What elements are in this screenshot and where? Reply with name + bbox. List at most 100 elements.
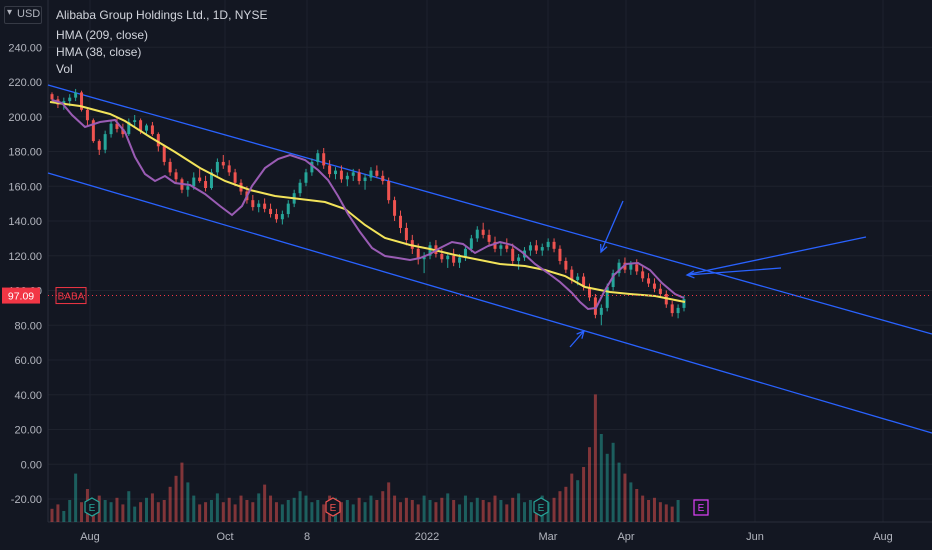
channel-lower-line: [47, 172, 932, 434]
y-tick-label: 120.00: [8, 251, 42, 263]
arrow-current: [685, 267, 782, 279]
volume-bar: [145, 497, 149, 522]
earnings-marker[interactable]: E: [693, 499, 709, 516]
candle-body: [103, 134, 107, 150]
candle-body: [322, 153, 326, 166]
volume-bar: [576, 480, 580, 522]
volume-bar: [493, 495, 497, 522]
candle: [528, 241, 532, 256]
volume-bar: [357, 497, 361, 522]
volume-bar: [647, 500, 651, 522]
volume-bar: [174, 475, 178, 522]
candle-body: [534, 245, 538, 251]
candle: [227, 160, 231, 176]
volume-bar: [156, 502, 160, 522]
volume-bar: [487, 502, 491, 522]
volume-bar: [552, 497, 556, 522]
volume-bar: [381, 491, 385, 522]
volume-bar: [50, 508, 54, 522]
candle-body: [398, 215, 402, 228]
candle: [499, 241, 503, 256]
candle: [611, 269, 615, 291]
candle: [617, 259, 621, 277]
candle: [103, 130, 107, 154]
candle: [328, 160, 332, 178]
volume-bar: [245, 500, 249, 522]
candle-body: [587, 287, 591, 298]
currency-box: [4, 6, 42, 24]
volume-bar: [292, 497, 296, 522]
volume-bar: [351, 504, 355, 522]
candle: [670, 300, 674, 317]
earnings-badge: [533, 497, 549, 517]
volume-bar: [257, 493, 261, 522]
candle: [381, 170, 385, 185]
candle: [50, 92, 54, 103]
candle-body: [381, 175, 385, 182]
volume-bar: [369, 495, 373, 522]
projection-line: [689, 236, 867, 275]
currency-selector[interactable]: ▾ USD: [4, 6, 42, 24]
candle-body: [209, 172, 213, 188]
candle: [168, 158, 172, 176]
volume-bar: [387, 482, 391, 522]
candle: [517, 254, 521, 270]
volume-bar: [641, 495, 645, 522]
candle-body: [139, 120, 143, 131]
chart-title: Alibaba Group Holdings Ltd., 1D, NYSE: [56, 8, 268, 22]
candle: [558, 245, 562, 265]
candle: [109, 120, 113, 138]
candle-body: [357, 172, 361, 182]
x-tick-label: 2022: [415, 531, 439, 543]
arrow-upper-touch: [600, 200, 624, 254]
chevron-down-icon: ▾: [7, 7, 13, 18]
candle: [552, 238, 556, 253]
volume-bar: [304, 495, 308, 522]
volume-bar: [316, 500, 320, 522]
volume-bar: [664, 504, 668, 522]
y-tick-label: 0.00: [21, 459, 42, 471]
candle-body: [351, 172, 355, 176]
candle-body: [109, 123, 113, 135]
indicator-volume[interactable]: Vol: [56, 62, 73, 76]
candle-body: [274, 214, 278, 220]
candle: [304, 168, 308, 187]
y-tick-label: 140.00: [8, 216, 42, 228]
candle-body: [552, 241, 556, 249]
earnings-marker[interactable]: E: [325, 497, 341, 517]
candle: [393, 196, 397, 221]
candle: [481, 222, 485, 239]
candle: [587, 283, 591, 301]
candle: [387, 177, 391, 204]
candle: [511, 243, 515, 265]
y-tick-label: 220.00: [8, 77, 42, 89]
volume-bar: [121, 504, 125, 522]
candle: [115, 116, 119, 133]
candle: [676, 304, 680, 319]
candle-body: [422, 255, 426, 260]
candle: [322, 148, 326, 169]
candle: [357, 168, 361, 185]
candle: [269, 203, 273, 218]
candle-body: [469, 238, 473, 249]
candle-body: [611, 273, 615, 288]
volume-bar: [458, 504, 462, 522]
candle: [162, 144, 166, 166]
volume-bar: [269, 495, 273, 522]
indicator-hma-38[interactable]: HMA (38, close): [56, 45, 142, 59]
candle: [251, 194, 255, 211]
candle: [540, 243, 544, 256]
volume-bar: [274, 502, 278, 522]
earnings-marker[interactable]: E: [84, 497, 100, 517]
earnings-badge: [84, 497, 100, 517]
earnings-marker[interactable]: E: [533, 497, 549, 517]
candle-body: [121, 128, 125, 135]
volume-bar: [440, 497, 444, 522]
indicator-hma-209[interactable]: HMA (209, close): [56, 28, 149, 42]
volume-bar: [499, 500, 503, 522]
volume-bar: [286, 500, 290, 522]
candle-body: [186, 186, 190, 190]
candle: [298, 179, 302, 197]
